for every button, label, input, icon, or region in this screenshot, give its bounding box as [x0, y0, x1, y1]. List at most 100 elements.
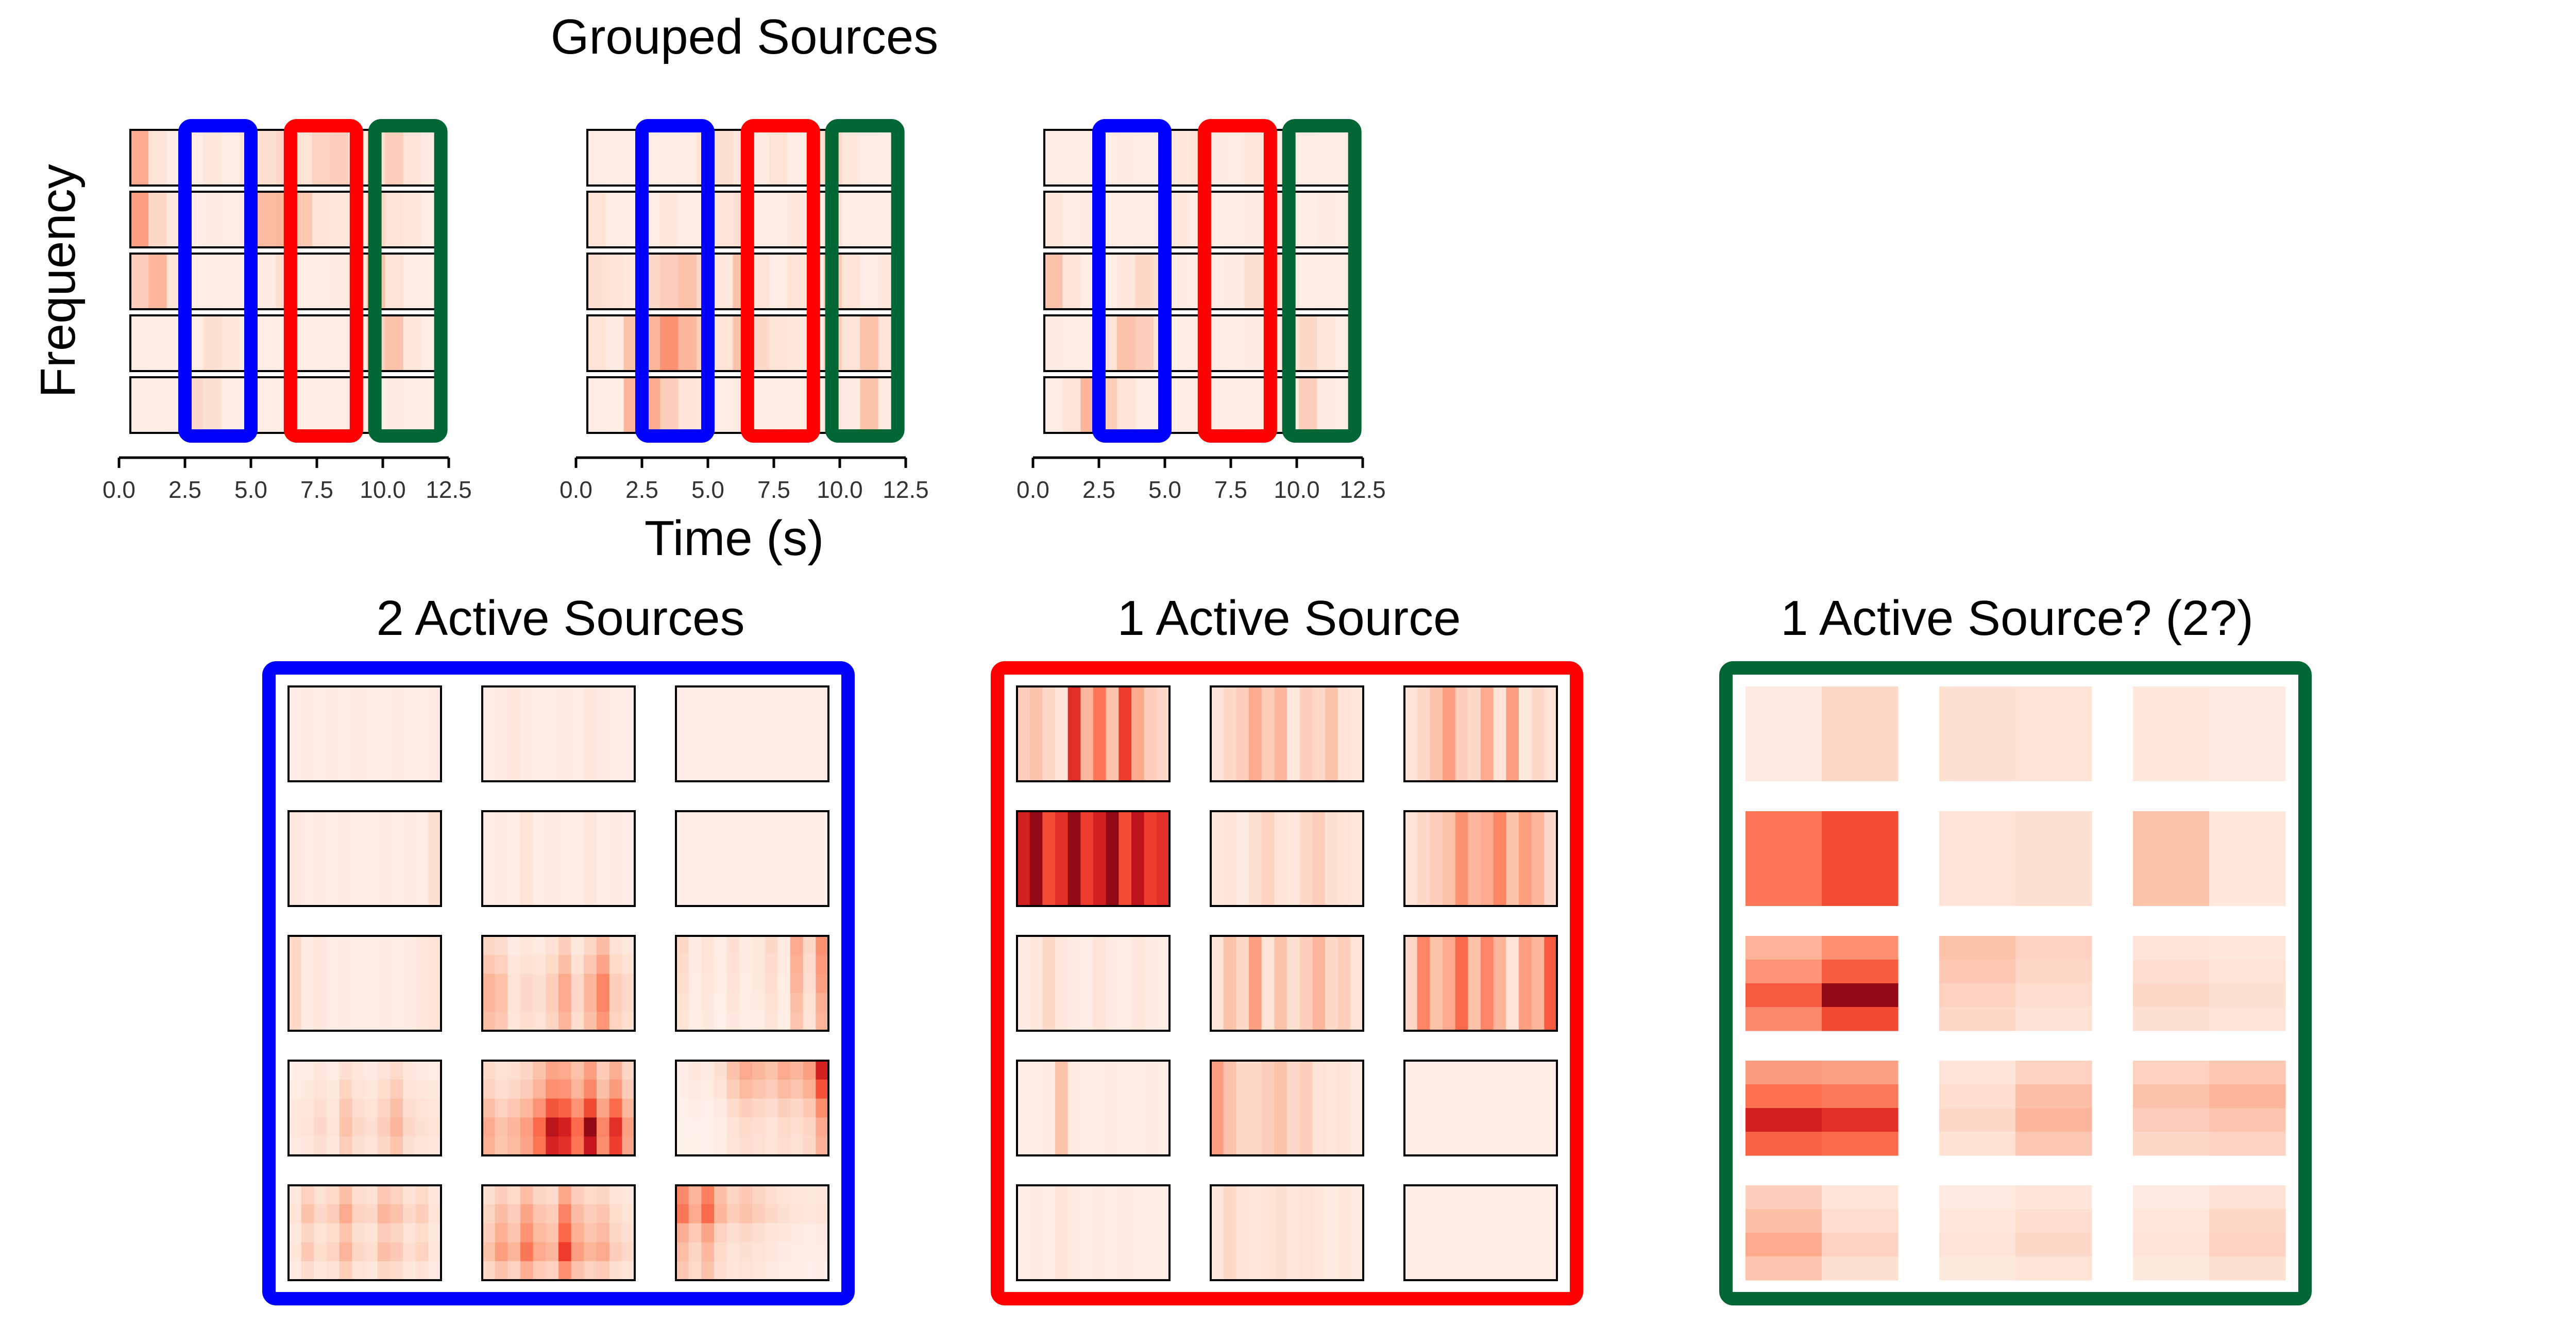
heatmap-cell	[842, 130, 861, 186]
heatmap-cell	[688, 1242, 702, 1262]
heatmap-cell	[1325, 936, 1338, 1031]
heatmap-cell	[403, 192, 422, 247]
heatmap-frame	[287, 1184, 442, 1281]
heatmap-cell	[377, 1261, 391, 1281]
heatmap-cell	[1244, 315, 1263, 371]
heatmap-cell	[520, 1117, 534, 1137]
heatmap-cell	[558, 1136, 572, 1156]
heatmap-cell	[1118, 936, 1132, 1031]
heatmap-cell	[533, 1242, 546, 1262]
heatmap-cell	[495, 1261, 508, 1281]
heatmap-cell	[1067, 811, 1081, 906]
heatmap-cell	[714, 811, 727, 906]
heatmap-cell	[609, 1098, 622, 1118]
heatmap-cell	[1939, 960, 2016, 984]
blue-group-frame	[262, 661, 855, 1305]
heatmap-cell	[1939, 983, 2016, 1008]
heatmap-cell	[1325, 1185, 1338, 1280]
heatmap-cell	[1211, 1185, 1224, 1280]
heatmap-cell	[1117, 192, 1136, 247]
heatmap-cell	[1287, 936, 1300, 1031]
heatmap-cell	[130, 192, 149, 247]
red-group-title: 1 Active Source	[1117, 591, 1461, 646]
heatmap-cell	[203, 315, 222, 371]
heatmap-cell	[520, 974, 534, 993]
heatmap-cell	[1093, 686, 1107, 781]
heatmap-cell	[1455, 686, 1468, 781]
green-group-detail	[1719, 661, 2312, 1305]
heatmap-cell	[221, 254, 240, 309]
heatmap-cell	[330, 377, 349, 433]
heatmap-cell	[352, 1079, 365, 1099]
heatmap-cell	[148, 377, 167, 433]
heatmap-cell	[571, 686, 584, 781]
heatmap-frame	[1403, 685, 1558, 782]
heatmap-cell	[1093, 1061, 1107, 1155]
heatmap-cell	[571, 1098, 584, 1118]
heatmap-cell	[1939, 1108, 2016, 1132]
heatmap-cell	[352, 811, 365, 906]
heatmap-cell	[622, 1117, 635, 1137]
heatmap-cell	[676, 1261, 689, 1281]
heatmap-cell	[816, 993, 829, 1012]
heatmap-cell	[842, 377, 861, 433]
heatmap-cell	[1312, 811, 1326, 906]
heatmap-cell	[714, 1204, 727, 1224]
heatmap-cell	[1117, 254, 1136, 309]
heatmap-cell	[2209, 686, 2286, 781]
heatmap-cell	[1455, 1061, 1468, 1155]
heatmap-cell	[403, 1098, 416, 1118]
heatmap-frame	[675, 1184, 829, 1281]
heatmap-cell	[1531, 936, 1545, 1031]
heatmap-cell	[1067, 686, 1081, 781]
heatmap-cell	[558, 1242, 572, 1262]
heatmap-cell	[507, 1061, 521, 1080]
heatmap-cell	[622, 993, 635, 1012]
heatmap-cell	[790, 686, 804, 781]
heatmap-cell	[520, 1012, 534, 1031]
heatmap-cell	[482, 1242, 496, 1262]
heatmap-cell	[584, 1261, 597, 1281]
heatmap-cell	[390, 1117, 403, 1137]
heatmap-cell	[507, 1117, 521, 1137]
heatmap-frame	[481, 810, 636, 907]
heatmap-cell	[571, 1223, 584, 1243]
heatmap-cell	[790, 1185, 804, 1205]
heatmap-frame	[1403, 1060, 1558, 1156]
heatmap-cell	[1144, 1185, 1157, 1280]
heatmap-cell	[777, 1061, 791, 1080]
heatmap-cell	[1317, 315, 1336, 371]
heatmap-cell	[1211, 1061, 1224, 1155]
heatmap-cell	[385, 254, 404, 309]
heatmap-cell	[1044, 254, 1063, 309]
heatmap-cell	[495, 1061, 508, 1080]
heatmap-cell	[597, 1012, 610, 1031]
heatmap-cell	[2209, 1007, 2286, 1031]
heatmap-cell	[1337, 936, 1351, 1031]
heatmap-cell	[1226, 192, 1245, 247]
heatmap-frame	[1016, 935, 1171, 1032]
heatmap-cell	[1080, 811, 1094, 906]
heatmap-frame	[1016, 810, 1171, 907]
heatmap-cell	[377, 1185, 391, 1205]
heatmap-cell	[327, 1261, 340, 1281]
heatmap-cell	[609, 686, 622, 781]
heatmap-cell	[688, 811, 702, 906]
heatmap-cell	[1093, 811, 1107, 906]
heatmap-cell	[739, 993, 753, 1012]
heatmap-cell	[1055, 811, 1069, 906]
heatmap-cell	[816, 1204, 829, 1224]
heatmap-cell	[816, 1098, 829, 1118]
heatmap-cell	[365, 686, 378, 781]
heatmap-cell	[365, 936, 378, 1031]
heatmap-cell	[403, 1117, 416, 1137]
heatmap-cell	[533, 1079, 546, 1099]
heatmap-cell	[726, 1098, 740, 1118]
heatmap-cell	[790, 1242, 804, 1262]
heatmap-cell	[558, 993, 572, 1012]
heatmap-cell	[495, 936, 508, 955]
heatmap-cell	[726, 1079, 740, 1099]
heatmap-cell	[1261, 1185, 1275, 1280]
heatmap-cell	[1506, 936, 1519, 1031]
red-group-detail	[991, 661, 1583, 1305]
